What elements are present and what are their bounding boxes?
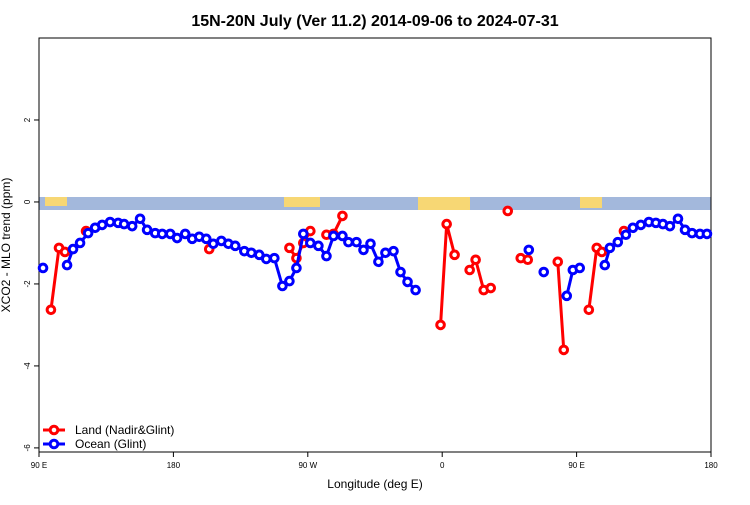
x-tick-label: 0 (440, 461, 445, 470)
point (229, 240, 241, 252)
plot-frame (38, 37, 712, 453)
x-axis-label: Longitude (deg E) (327, 477, 422, 491)
point (612, 236, 624, 248)
point (179, 228, 191, 240)
point (328, 230, 339, 242)
point (351, 236, 362, 248)
point (523, 244, 535, 256)
point (298, 228, 309, 240)
point (435, 319, 446, 331)
legend: Land (Nadir&Glint)Ocean (Glint) (43, 423, 174, 451)
land-patch (284, 197, 320, 207)
point (37, 262, 49, 274)
point (337, 210, 348, 222)
point (485, 282, 497, 294)
point (538, 266, 550, 278)
point (207, 238, 219, 250)
point (74, 237, 86, 249)
point (561, 290, 573, 302)
point (664, 220, 676, 232)
land-patch (45, 197, 67, 206)
point (343, 236, 354, 248)
point (604, 242, 616, 254)
y-tick-label: -6 (23, 444, 32, 452)
point (269, 252, 280, 264)
x-tick-label: 180 (167, 461, 181, 470)
point (583, 304, 595, 316)
point (552, 256, 564, 268)
point (441, 218, 452, 230)
y-axis-label: XCO2 - MLO trend (ppm) (0, 178, 13, 313)
point (574, 262, 586, 274)
point (118, 218, 130, 230)
point (59, 246, 71, 258)
y-tick-label: 2 (23, 117, 32, 122)
point (402, 276, 413, 288)
y-tick-label: -4 (23, 362, 32, 370)
point (373, 256, 384, 268)
point (284, 242, 295, 254)
point (260, 253, 272, 265)
point (502, 205, 514, 217)
land-mask (39, 197, 711, 210)
point (156, 228, 168, 240)
x-tick-label: 90 W (298, 461, 317, 470)
legend-label: Land (Nadir&Glint) (75, 423, 174, 437)
point (104, 216, 116, 228)
point (171, 232, 183, 244)
point (410, 284, 421, 296)
point (596, 246, 608, 258)
y-tick-label: -2 (23, 280, 32, 288)
point (313, 240, 324, 252)
point (126, 220, 138, 232)
point (141, 224, 153, 236)
point (701, 228, 713, 240)
point (200, 233, 212, 245)
point (277, 280, 288, 292)
point (620, 229, 632, 241)
point (395, 266, 406, 278)
point (635, 219, 647, 231)
point (358, 244, 369, 256)
x-tick-label: 180 (704, 461, 718, 470)
point (470, 254, 481, 266)
point (365, 238, 376, 250)
point (672, 213, 684, 225)
x-tick-label: 90 E (31, 461, 47, 470)
point (388, 245, 399, 257)
point (61, 259, 73, 271)
point (337, 230, 348, 242)
point (464, 264, 475, 276)
point (686, 227, 698, 239)
legend-label: Ocean (Glint) (75, 437, 146, 451)
point (522, 254, 534, 266)
point (284, 275, 295, 287)
point (82, 227, 94, 239)
point (321, 250, 332, 262)
point (558, 344, 570, 356)
legend-marker (48, 438, 60, 450)
land-patch (418, 197, 470, 210)
legend-marker (48, 424, 60, 436)
point (599, 259, 611, 271)
point (305, 237, 316, 249)
y-tick-label: 0 (23, 199, 32, 204)
point (291, 262, 302, 274)
point (134, 213, 146, 225)
point (45, 304, 57, 316)
land-patch (580, 197, 602, 208)
point (449, 249, 460, 261)
ocean-strip (39, 197, 711, 210)
point (67, 243, 79, 255)
x-tick-label: 90 E (568, 461, 584, 470)
chart-title: 15N-20N July (Ver 11.2) 2014-09-06 to 20… (191, 13, 558, 30)
point (380, 247, 391, 259)
